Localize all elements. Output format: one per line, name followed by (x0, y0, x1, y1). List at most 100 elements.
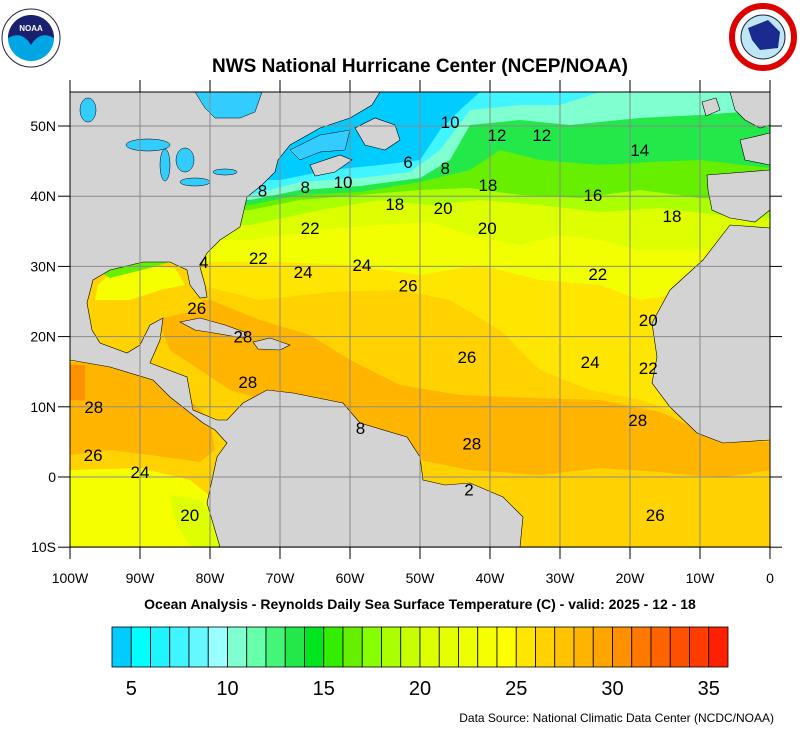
lat-tick-label: 50N (30, 118, 56, 134)
lake-ontario (212, 168, 238, 176)
contour-label: 18 (663, 207, 682, 226)
hudson-bay (194, 92, 263, 119)
britain-land (729, 92, 770, 129)
contour-label: 26 (646, 506, 665, 525)
contour-label: 28 (238, 373, 257, 392)
contour-label: 28 (84, 398, 103, 417)
north-america-land (70, 92, 524, 547)
contour-label: 6 (403, 153, 412, 172)
colorbar-swatch (612, 626, 633, 668)
contour-label: 14 (630, 141, 649, 160)
colorbar-swatch (169, 626, 190, 668)
contour-label: 20 (639, 311, 658, 330)
lake-superior (125, 138, 171, 152)
colorbar-swatch (592, 626, 613, 668)
noaa-logo: NOAA (1, 8, 61, 68)
inland-waters (79, 92, 351, 187)
colorbar-swatch (438, 626, 459, 668)
contour-label: 20 (180, 506, 199, 525)
contour-label: 4 (199, 253, 208, 272)
colorbar-swatch (689, 626, 710, 668)
contour-label: 16 (583, 186, 602, 205)
contour-label: 12 (532, 126, 551, 145)
page-title: NWS National Hurricane Center (NCEP/NOAA… (212, 56, 628, 77)
contour-label: 20 (434, 199, 453, 218)
hispaniola-land (252, 337, 291, 351)
contour-label: 22 (639, 359, 658, 378)
lon-tick-label: 40W (476, 570, 506, 586)
contour-label: 8 (440, 159, 449, 178)
colorbar-swatch (535, 626, 556, 668)
colorbar-label: 10 (216, 678, 238, 700)
contour-label: 2 (464, 481, 473, 500)
contour-label: 28 (233, 328, 252, 347)
contour-label: 18 (478, 176, 497, 195)
contour-label: 8 (356, 419, 365, 438)
colorbar-swatch (554, 626, 575, 668)
colorbar-swatch (284, 626, 305, 668)
contour-label: 8 (258, 182, 267, 201)
colorbar-swatch (477, 626, 498, 668)
lat-tick-label: 10S (31, 539, 56, 555)
contour-label: 22 (588, 265, 607, 284)
colorbar-swatch (130, 626, 151, 668)
contour-label: 20 (478, 219, 497, 238)
contour-label: 26 (457, 348, 476, 367)
contour-label: 28 (628, 411, 647, 430)
colorbar-swatch (400, 626, 421, 668)
colorbar-label: 5 (126, 678, 137, 700)
colorbar-swatch (631, 626, 652, 668)
colorbar-swatch (381, 626, 402, 668)
cuba-land (179, 317, 248, 339)
lat-tick-label: 20N (30, 329, 56, 345)
axis-ticks: 100W 90W 80W 70W 60W 50W 40W 30W 20W 10W 0 50N 40N 30… (30, 80, 782, 586)
colorbar-swatch (246, 626, 267, 668)
colorbar-swatch (342, 626, 363, 668)
lake-winnipeg (79, 97, 97, 123)
contour-label: 12 (488, 126, 507, 145)
lon-tick-label: 100W (52, 570, 89, 586)
colorbar-swatch (227, 626, 248, 668)
nws-logo (729, 3, 797, 71)
map-subtitle: Ocean Analysis - Reynolds Daily Sea Surf… (144, 596, 696, 612)
map-grid (70, 92, 770, 548)
colorbar-swatch (419, 626, 440, 668)
colorbar-swatch (188, 626, 209, 668)
africa-land (651, 224, 770, 444)
lake-huron (175, 147, 195, 173)
lon-tick-label: 60W (336, 570, 366, 586)
colorbar-swatch (323, 626, 344, 668)
colorbar-swatch (265, 626, 286, 668)
colorbar-swatch (669, 626, 690, 668)
lon-tick-label: 50W (406, 570, 436, 586)
lat-tick-label: 30N (30, 258, 56, 274)
land-masses (70, 92, 770, 547)
colorbar-swatch (458, 626, 479, 668)
lake-michigan (159, 148, 171, 182)
lat-tick-label: 10N (30, 399, 56, 415)
colorbar-swatch (361, 626, 382, 668)
contour-label: 28 (462, 434, 481, 453)
colorbar-swatch (708, 626, 729, 668)
lon-tick-label: 70W (266, 570, 296, 586)
colorbar-swatch (496, 626, 517, 668)
lon-tick-label: 80W (196, 570, 226, 586)
contour-label: 26 (187, 299, 206, 318)
contour-label: 22 (301, 219, 320, 238)
colorbar-swatch (150, 626, 171, 668)
contour-label: 26 (84, 446, 103, 465)
ireland-land (701, 97, 721, 117)
lon-tick-label: 90W (126, 570, 156, 586)
france-land (739, 132, 770, 166)
lon-tick-label: 30W (546, 570, 576, 586)
lon-tick-label: 0 (766, 570, 774, 586)
contour-label: 24 (131, 463, 150, 482)
colorbar-label: 35 (698, 678, 720, 700)
colorbar-swatch (650, 626, 671, 668)
svg-text:NOAA: NOAA (19, 24, 43, 33)
data-source: Data Source: National Climatic Data Cent… (459, 711, 774, 725)
contour-label: 22 (249, 249, 268, 268)
colorbar-swatch (111, 626, 132, 668)
